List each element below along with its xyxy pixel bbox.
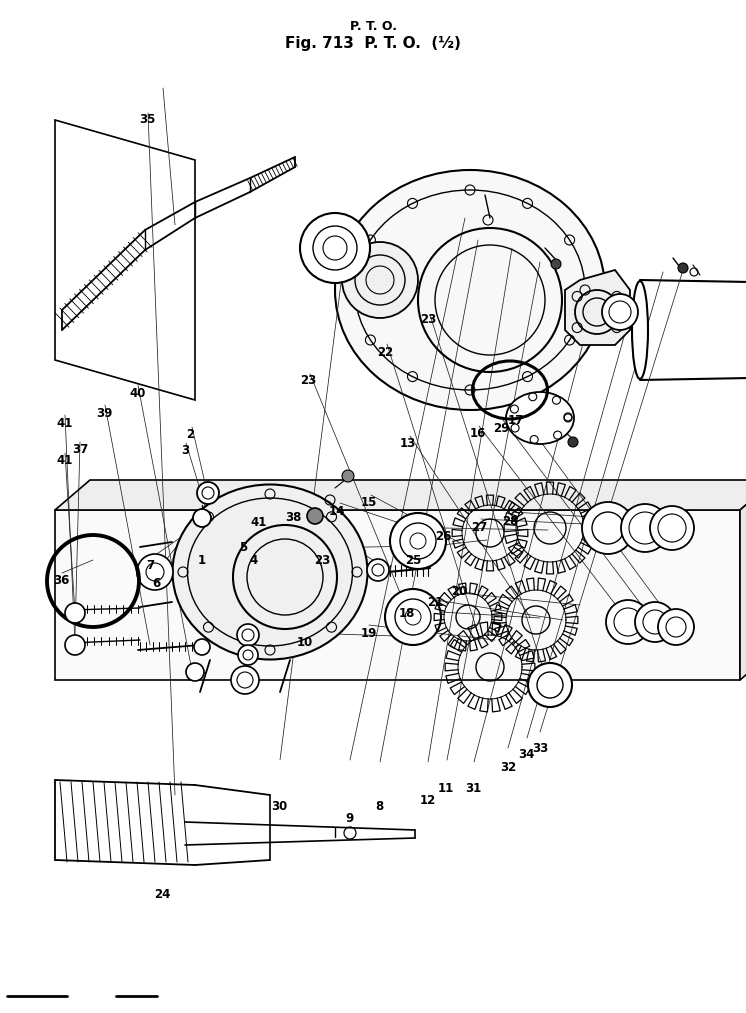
Text: 14: 14 [329,505,345,518]
Text: 23: 23 [420,313,436,325]
Circle shape [367,559,389,581]
Text: 31: 31 [465,782,481,794]
Text: 11: 11 [437,782,454,794]
Circle shape [606,600,650,644]
Text: 1: 1 [198,554,205,566]
Circle shape [602,294,638,330]
Text: 17: 17 [508,414,524,426]
Text: 16: 16 [470,427,486,440]
Text: 4: 4 [249,554,258,566]
Text: 9: 9 [345,812,354,825]
Text: 20: 20 [451,586,467,598]
Text: 33: 33 [532,743,548,755]
Ellipse shape [632,281,648,379]
Text: 28: 28 [502,516,518,528]
Circle shape [568,437,578,447]
Text: 10: 10 [296,636,313,648]
Circle shape [186,663,204,681]
Text: 23: 23 [314,554,330,566]
Polygon shape [55,120,195,400]
Circle shape [137,554,173,590]
Circle shape [238,645,258,665]
Ellipse shape [172,484,368,659]
Circle shape [197,482,219,504]
Text: Fig. 713  P. T. O.  (½): Fig. 713 P. T. O. (½) [285,35,461,51]
Circle shape [65,603,85,623]
Text: 12: 12 [419,794,436,806]
Text: 18: 18 [399,608,416,620]
Text: 6: 6 [152,577,161,590]
Text: 34: 34 [518,749,535,761]
Circle shape [231,666,259,694]
Text: 7: 7 [146,559,154,571]
Text: 3: 3 [181,445,189,457]
Text: 36: 36 [53,574,69,587]
Text: 24: 24 [154,888,171,901]
Text: 39: 39 [96,407,113,419]
Circle shape [237,624,259,646]
Text: 32: 32 [500,762,516,774]
Text: 23: 23 [300,375,316,387]
Circle shape [678,263,688,272]
Text: 5: 5 [239,541,248,553]
Text: 40: 40 [129,387,145,399]
Text: 38: 38 [285,512,301,524]
Text: 29: 29 [493,422,510,435]
Text: 41: 41 [251,517,267,529]
Circle shape [342,470,354,482]
Text: 35: 35 [140,113,156,126]
Circle shape [658,609,694,645]
Circle shape [650,506,694,550]
Circle shape [582,502,634,554]
Text: 41: 41 [57,455,73,467]
Text: 26: 26 [435,531,451,543]
Circle shape [65,635,85,655]
Text: 25: 25 [405,554,421,566]
Circle shape [528,663,572,707]
Text: 27: 27 [471,522,488,534]
Circle shape [307,508,323,524]
Text: 37: 37 [72,444,88,456]
Text: 2: 2 [186,428,194,441]
Text: 41: 41 [57,417,73,430]
Text: 22: 22 [377,346,393,359]
Polygon shape [55,480,746,510]
Text: 30: 30 [272,800,288,812]
Circle shape [621,504,669,552]
Text: P. T. O.: P. T. O. [349,19,397,32]
Polygon shape [740,480,746,680]
Text: 15: 15 [360,496,377,509]
Text: 21: 21 [427,597,443,609]
Ellipse shape [335,170,605,410]
Polygon shape [565,270,630,345]
Text: 13: 13 [400,438,416,450]
Circle shape [193,509,211,527]
Circle shape [342,242,418,318]
Circle shape [385,589,441,645]
Circle shape [635,602,675,642]
Circle shape [300,213,370,283]
Ellipse shape [506,392,574,444]
Text: 19: 19 [360,627,377,639]
Text: 8: 8 [374,800,383,812]
Circle shape [551,259,561,269]
Circle shape [390,513,446,569]
Circle shape [194,639,210,655]
Polygon shape [55,510,740,680]
